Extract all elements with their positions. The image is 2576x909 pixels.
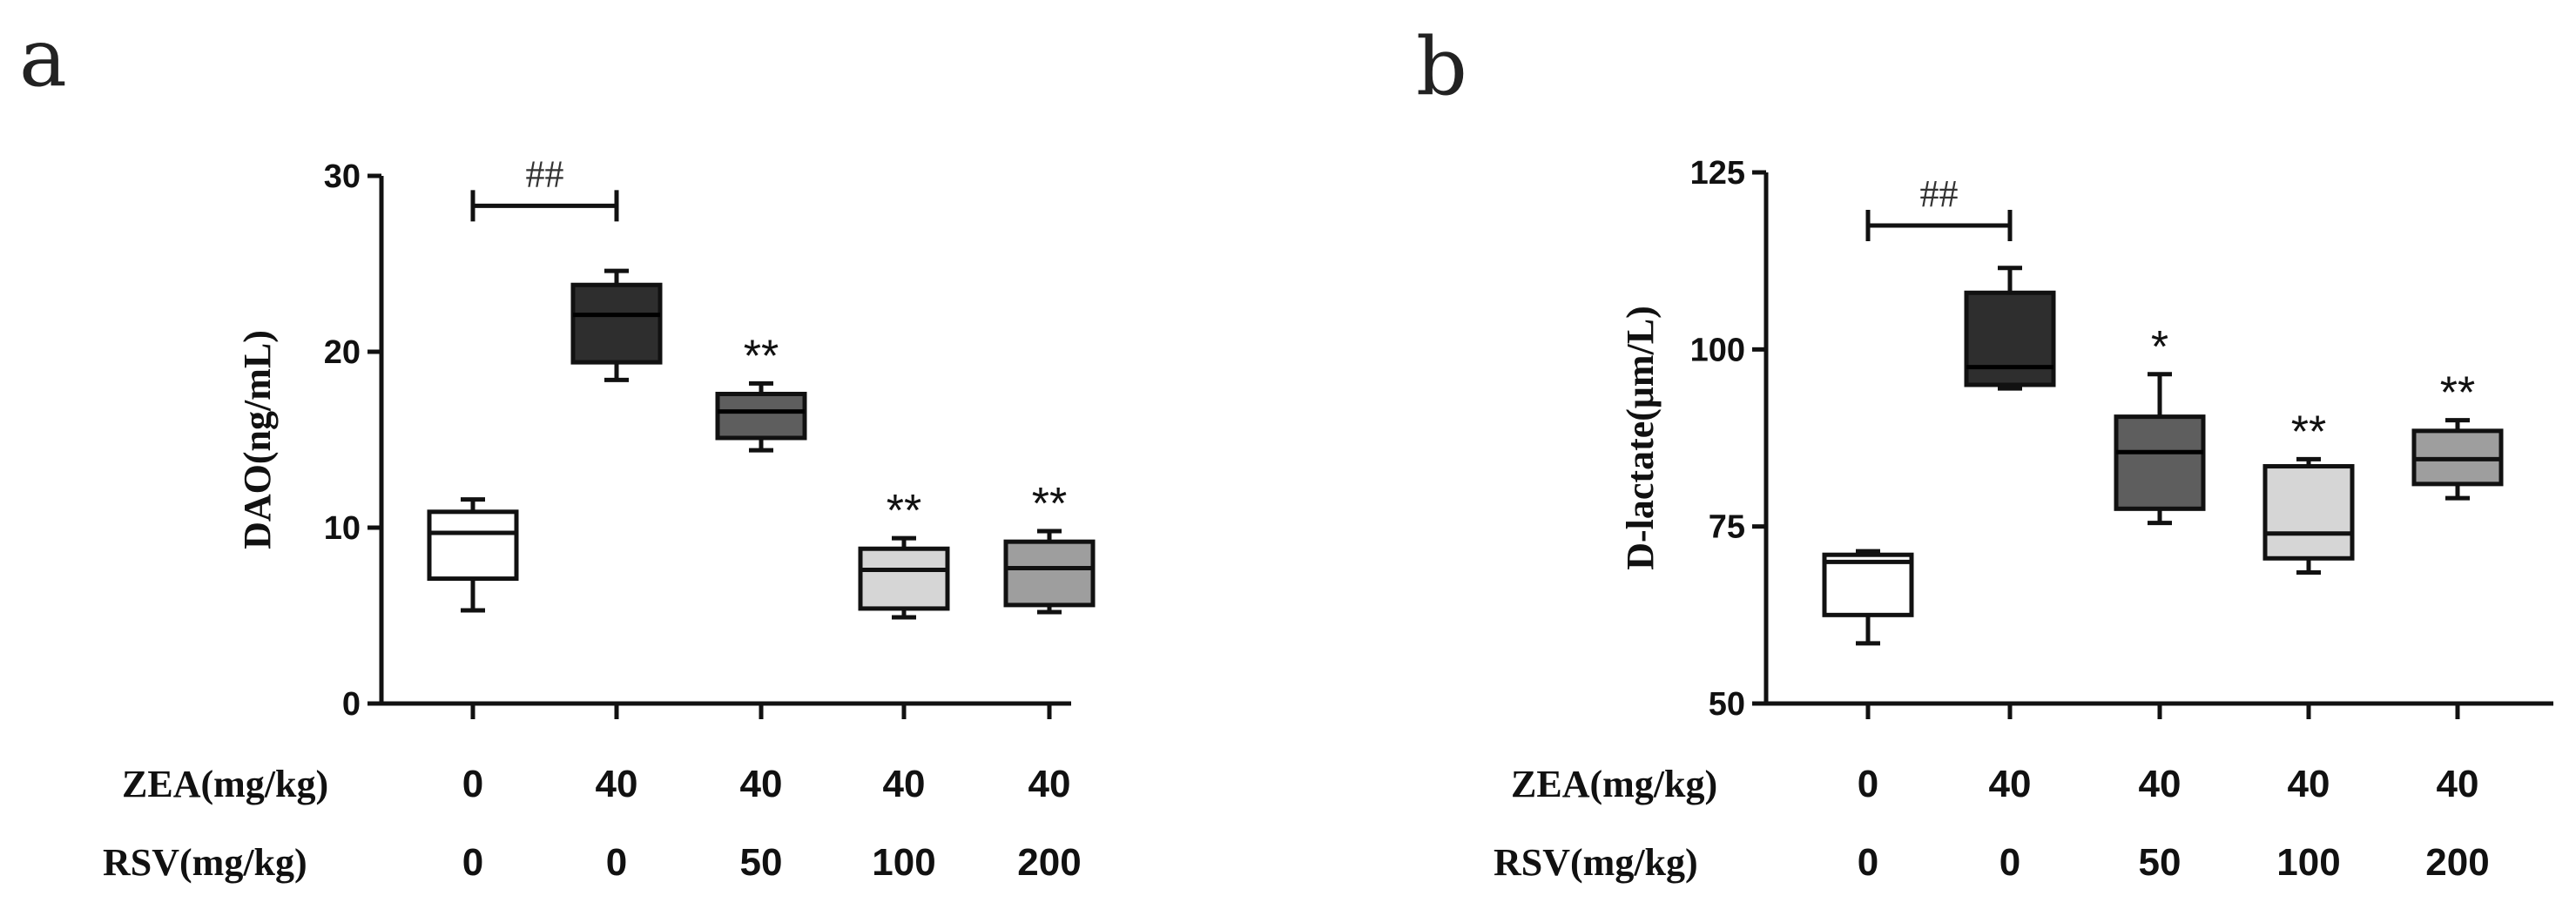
y-tick-label: 0	[342, 686, 361, 723]
y-axis-title: D-lactate(μm/L)	[1619, 306, 1662, 570]
y-tick-label: 100	[1690, 332, 1745, 368]
panel-label-b: b	[1416, 20, 1467, 113]
box-40-0	[1964, 290, 2056, 387]
zea-dose-label: 40	[883, 763, 926, 805]
significance-label: **	[1032, 479, 1067, 529]
row-label-rsv: RSV(mg/kg)	[103, 841, 307, 884]
rsv-dose-label: 50	[2139, 841, 2182, 884]
zea-dose-label: 40	[2288, 763, 2330, 805]
rsv-dose-label: 0	[462, 841, 483, 884]
rsv-dose-label: 0	[1999, 841, 2020, 884]
row-label-rsv: RSV(mg/kg)	[1494, 841, 1698, 884]
box-40-50	[2114, 414, 2206, 511]
zea-dose-label: 0	[1858, 763, 1878, 805]
box-40-0	[570, 282, 663, 365]
y-tick-label: 10	[324, 510, 361, 547]
y-axis-title: DAO(ng/mL)	[236, 330, 279, 549]
y-tick-label: 125	[1690, 155, 1745, 192]
zea-dose-label: 40	[1989, 763, 2032, 805]
rsv-dose-label: 100	[2276, 841, 2340, 884]
box-40-100	[858, 546, 950, 611]
box-0-0	[427, 509, 519, 582]
row-label-zea: ZEA(mg/kg)	[122, 763, 328, 805]
zea-dose-label: 40	[596, 763, 638, 805]
panel-label-a: a	[19, 11, 67, 104]
significance-label: **	[2440, 368, 2475, 419]
y-tick-label: 75	[1709, 509, 1745, 546]
rsv-dose-label: 0	[606, 841, 627, 884]
significance-label: **	[2291, 407, 2326, 457]
box-40-50	[715, 391, 807, 441]
y-tick-label: 30	[324, 158, 361, 195]
zea-dose-label: 40	[2437, 763, 2479, 805]
box-40-200	[1003, 539, 1096, 608]
box-40-100	[2262, 464, 2355, 561]
rsv-dose-label: 50	[740, 841, 783, 884]
y-tick-label: 50	[1709, 686, 1745, 723]
zea-dose-label: 40	[740, 763, 783, 805]
bracket-label: ##	[526, 152, 564, 195]
y-tick-label: 20	[324, 334, 361, 371]
box-0-0	[1822, 552, 1914, 617]
rsv-dose-label: 100	[872, 841, 935, 884]
zea-dose-label: 0	[462, 763, 483, 805]
zea-dose-label: 40	[2139, 763, 2182, 805]
significance-label: **	[744, 331, 779, 381]
bracket-label: ##	[1920, 172, 1959, 215]
significance-label: *	[2151, 322, 2168, 373]
rsv-dose-label: 0	[1858, 841, 1878, 884]
significance-label: **	[887, 486, 921, 536]
rsv-dose-label: 200	[2425, 841, 2489, 884]
row-label-zea: ZEA(mg/kg)	[1511, 763, 1717, 805]
rsv-dose-label: 200	[1017, 841, 1081, 884]
zea-dose-label: 40	[1028, 763, 1071, 805]
